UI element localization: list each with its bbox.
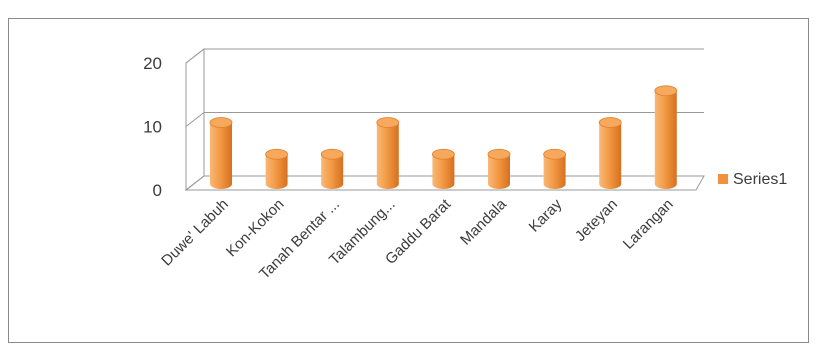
bar xyxy=(598,117,622,189)
legend-label: Series1 xyxy=(733,171,787,188)
bar-top xyxy=(654,85,678,97)
bar-top xyxy=(543,148,566,160)
gridline-side xyxy=(185,112,205,127)
x-tick-label: Jeteyan xyxy=(572,196,621,245)
bar-body xyxy=(654,90,677,189)
y-tick-label: 10 xyxy=(143,118,162,137)
x-tick-label: Duwe' Labuh xyxy=(158,196,232,270)
bar-body xyxy=(432,154,455,189)
bar xyxy=(376,117,400,189)
bar-body xyxy=(376,122,399,189)
bar-top xyxy=(487,148,511,160)
bar xyxy=(209,117,233,189)
y-tick-label: 0 xyxy=(153,181,162,200)
bar-body xyxy=(488,154,510,189)
bar-body xyxy=(321,154,344,189)
bar xyxy=(487,148,511,189)
gridline-side xyxy=(185,48,205,64)
y-tick-label: 20 xyxy=(143,54,162,73)
bar-body xyxy=(599,122,622,189)
x-tick-label: Mandala xyxy=(457,195,510,248)
bar-top xyxy=(376,117,400,128)
bar-top xyxy=(598,117,622,128)
x-tick-label: Larangan xyxy=(620,196,677,253)
bar-top xyxy=(265,148,289,160)
bar xyxy=(320,148,344,189)
bar xyxy=(543,148,566,189)
bar-body xyxy=(210,122,232,189)
legend-swatch xyxy=(718,174,728,184)
bar-body xyxy=(265,154,288,189)
gridline-side xyxy=(185,175,205,191)
bar xyxy=(265,148,289,189)
bar xyxy=(654,85,678,189)
bar-body xyxy=(543,154,566,189)
bar-top xyxy=(431,148,455,160)
x-tick-label: Karay xyxy=(526,195,566,235)
bar-top xyxy=(209,117,233,128)
bar-top xyxy=(320,148,344,160)
bar xyxy=(431,148,455,189)
